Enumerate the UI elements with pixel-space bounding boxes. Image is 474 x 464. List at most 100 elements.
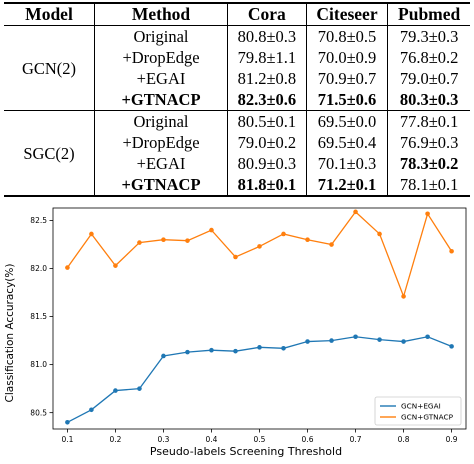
data-point: [89, 407, 94, 413]
model-cell: GCN(2): [4, 25, 95, 111]
legend-label: GCN+EGAI: [401, 402, 441, 411]
table-row: GCN(2) Original 80.8±0.3 70.8±0.5 79.3±0.3: [4, 25, 470, 111]
value-cell: 76.8±0.2: [399, 48, 459, 67]
data-point: [425, 334, 430, 340]
method-cell: +GTNACP: [94, 89, 228, 111]
x-tick-label: 0.7: [350, 435, 362, 444]
data-point: [353, 334, 358, 340]
table-row: +GTNACP 81.8±0.1 71.2±0.1 78.1±0.1: [4, 174, 470, 197]
data-point: [401, 294, 406, 299]
data-point: [353, 209, 358, 215]
model-cell: SGC(2): [4, 110, 95, 197]
results-table: Model Method Cora Citeseer Pubmed GCN(2) Orig…: [4, 2, 470, 197]
data-point: [209, 347, 214, 353]
table-row: +DropEdge 79.8±1.1 70.0±0.9 76.8±0.2: [4, 47, 470, 68]
table-row: +GTNACP 82.3±0.6 71.5±0.6 80.3±0.3: [4, 89, 470, 111]
chart-svg: 0.1 0.2 0.3 0.4 0.5 0.6 0.7 0.8 0.9 80.5 81.0 81.5 8…: [4, 207, 467, 458]
data-point: [449, 248, 454, 254]
value-cell: 70.8±0.5: [306, 25, 389, 47]
x-tick-label: 0.4: [206, 435, 218, 444]
method-cell: +GTNACP: [94, 174, 228, 197]
data-point: [185, 349, 190, 355]
data-point: [137, 240, 142, 245]
value-cell: 69.5±0.0: [306, 110, 389, 132]
data-point: [161, 353, 166, 359]
data-point: [257, 345, 262, 350]
plot-frame: [52, 207, 467, 430]
x-tick-label: 0.1: [61, 435, 73, 444]
data-point: [377, 337, 382, 342]
data-point: [329, 242, 334, 247]
table-row: +DropEdge 79.0±0.2 69.5±0.4 76.9±0.3: [4, 132, 470, 153]
data-point: [257, 244, 262, 249]
x-tick-label: 0.8: [398, 435, 410, 444]
value-cell: 71.5±0.6: [306, 89, 389, 111]
method-cell: +EGAI: [94, 153, 228, 174]
method-cell: Original: [94, 110, 228, 132]
header-cell: Pubmed: [387, 2, 470, 26]
legend-box: [374, 396, 462, 426]
value-cell: 78.1±0.1: [387, 174, 470, 197]
data-point: [233, 254, 238, 260]
value-cell: 80.3±0.3: [387, 89, 470, 111]
y-tick-label: 81.0: [30, 360, 47, 369]
chart-axes: 0.1 0.2 0.3 0.4 0.5 0.6 0.7 0.8 0.9 80.5 81.0 81.5 8…: [30, 207, 467, 444]
value-cell: 79.0±0.7: [399, 69, 459, 88]
chart-series: [65, 209, 454, 425]
value-cell: 78.3±0.2: [399, 154, 459, 173]
series-line: [66, 210, 453, 299]
legend-label: GCN+GTNACP: [401, 413, 454, 422]
header-cell: Cora: [227, 2, 307, 26]
data-point: [401, 339, 406, 344]
x-axis-label: Pseudo-labels Screening Threshold: [150, 445, 342, 458]
value-cell: 79.3±0.3: [399, 27, 459, 46]
value-cell: 76.9±0.3: [399, 133, 459, 152]
data-point: [425, 211, 430, 217]
value-cell: 69.5±0.4: [306, 132, 389, 153]
data-point: [449, 344, 454, 349]
x-tick-label: 0.6: [302, 435, 314, 444]
chart-legend: GCN+EGAI GCN+GTNACP: [374, 396, 462, 426]
data-point: [305, 237, 310, 243]
table-row: SGC(2) Original 80.5±0.1 69.5±0.0 77.8±0.1: [4, 110, 470, 197]
data-point: [281, 231, 286, 237]
data-point: [161, 237, 166, 243]
data-point: [113, 263, 118, 268]
table-body: GCN(2) Original 80.8±0.3 70.8±0.5 79.3±0.3 +D…: [4, 25, 470, 197]
value-cell: 80.9±0.3: [227, 153, 307, 174]
value-cell: 77.8±0.1: [399, 112, 459, 131]
data-point: [209, 227, 214, 233]
value-cell: 70.1±0.3: [306, 153, 389, 174]
data-point: [113, 388, 118, 393]
data-point: [65, 265, 70, 270]
data-point: [305, 339, 310, 344]
table-row: +EGAI 80.9±0.3 70.1±0.3 78.3±0.2: [4, 153, 470, 174]
y-tick-label: 81.5: [30, 312, 47, 321]
value-cell: 82.3±0.6: [227, 89, 307, 111]
y-tick-label: 82.5: [30, 216, 47, 225]
header-cell: Citeseer: [306, 2, 389, 26]
value-cell: 71.2±0.1: [306, 174, 389, 197]
value-cell: 80.5±0.1: [227, 110, 307, 132]
value-cell: 81.2±0.8: [227, 68, 307, 89]
value-cell: 70.0±0.9: [306, 47, 389, 68]
header-cell: Model: [4, 2, 95, 26]
table-row: +EGAI 81.2±0.8 70.9±0.7 79.0±0.7: [4, 68, 470, 89]
method-cell: +EGAI: [94, 68, 228, 89]
y-tick-label: 80.5: [30, 408, 47, 417]
x-tick-label: 0.3: [157, 435, 169, 444]
line-chart: 0.1 0.2 0.3 0.4 0.5 0.6 0.7 0.8 0.9 80.5 81.0 81.5 8…: [0, 196, 474, 459]
value-cell: 81.8±0.1: [227, 174, 307, 197]
y-axis-label: Classification Accuracy(%): [4, 264, 16, 403]
x-tick-label: 0.2: [109, 435, 121, 444]
value-cell: 70.9±0.7: [306, 68, 389, 89]
table-header-row: Model Method Cora Citeseer Pubmed: [4, 2, 470, 26]
data-point: [233, 348, 238, 354]
method-cell: +DropEdge: [94, 132, 228, 153]
value-cell: 79.8±1.1: [227, 47, 307, 68]
value-cell: 80.8±0.3: [227, 25, 307, 47]
value-cell: 79.0±0.2: [227, 132, 307, 153]
data-point: [137, 386, 142, 391]
method-cell: +DropEdge: [94, 47, 228, 68]
x-tick-label: 0.9: [446, 435, 458, 444]
